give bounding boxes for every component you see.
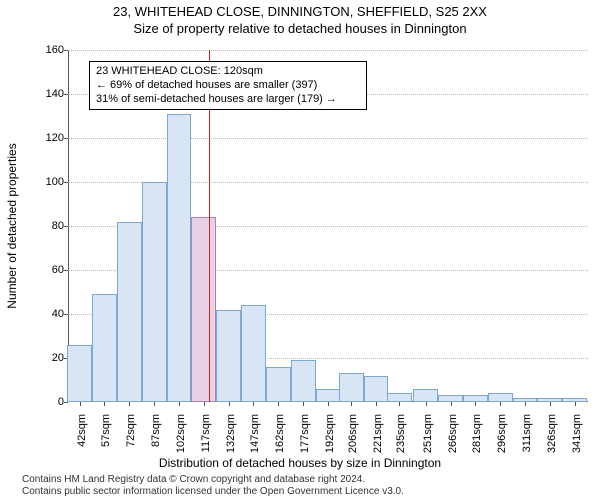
x-tick-mark: [229, 402, 230, 406]
y-tick-label: 160: [24, 44, 64, 56]
y-tick-mark: [64, 402, 68, 403]
title-block: 23, WHITEHEAD CLOSE, DINNINGTON, SHEFFIE…: [0, 4, 600, 36]
x-tick-label: 235sqm: [395, 414, 407, 464]
y-tick-label: 80: [24, 220, 64, 232]
bar: [216, 310, 241, 402]
title-line-2: Size of property relative to detached ho…: [0, 21, 600, 36]
x-tick-mark: [550, 402, 551, 406]
bar: [387, 393, 412, 402]
footer-attribution: Contains HM Land Registry data © Crown c…: [22, 474, 404, 498]
footer-line-2: Contains public sector information licen…: [22, 486, 404, 498]
x-tick-label: 296sqm: [496, 414, 508, 464]
x-tick-mark: [500, 402, 501, 406]
x-tick-label: 192sqm: [324, 414, 336, 464]
x-tick-mark: [525, 402, 526, 406]
y-tick-mark: [64, 314, 68, 315]
x-tick-label: 326sqm: [546, 414, 558, 464]
x-tick-label: 251sqm: [422, 414, 434, 464]
y-tick-label: 20: [24, 352, 64, 364]
x-tick-mark: [328, 402, 329, 406]
y-tick-mark: [64, 94, 68, 95]
x-tick-label: 341sqm: [571, 414, 583, 464]
x-tick-label: 281sqm: [471, 414, 483, 464]
x-tick-label: 117sqm: [200, 414, 212, 464]
annotation-line-1: 23 WHITEHEAD CLOSE: 120sqm: [96, 65, 360, 79]
y-tick-mark: [64, 226, 68, 227]
grid-line: [68, 50, 588, 51]
bar: [291, 360, 316, 402]
y-tick-label: 40: [24, 308, 64, 320]
x-tick-label: 57sqm: [100, 414, 112, 464]
x-tick-label: 42sqm: [76, 414, 88, 464]
bar: [316, 389, 341, 402]
x-tick-label: 266sqm: [447, 414, 459, 464]
bar: [92, 294, 117, 402]
y-tick-label: 60: [24, 264, 64, 276]
x-tick-label: 87sqm: [150, 414, 162, 464]
x-tick-label: 162sqm: [274, 414, 286, 464]
bar: [142, 182, 167, 402]
bar: [364, 376, 389, 402]
bar: [241, 305, 266, 402]
x-tick-mark: [104, 402, 105, 406]
bar: [266, 367, 291, 402]
y-tick-mark: [64, 270, 68, 271]
x-tick-mark: [204, 402, 205, 406]
annotation-box: 23 WHITEHEAD CLOSE: 120sqm ← 69% of deta…: [89, 61, 367, 110]
y-axis-title: Number of detached properties: [5, 143, 19, 308]
bar: [438, 395, 463, 402]
bar: [67, 345, 92, 402]
x-tick-mark: [475, 402, 476, 406]
y-tick-label: 140: [24, 88, 64, 100]
x-tick-label: 102sqm: [175, 414, 187, 464]
x-tick-mark: [351, 402, 352, 406]
y-tick-mark: [64, 138, 68, 139]
annotation-line-2: ← 69% of detached houses are smaller (39…: [96, 79, 360, 93]
y-tick-label: 0: [24, 396, 64, 408]
figure-root: 23, WHITEHEAD CLOSE, DINNINGTON, SHEFFIE…: [0, 0, 600, 500]
x-tick-label: 132sqm: [225, 414, 237, 464]
x-tick-mark: [253, 402, 254, 406]
bar: [413, 389, 438, 402]
x-tick-label: 311sqm: [521, 414, 533, 464]
bar: [339, 373, 364, 402]
y-tick-mark: [64, 182, 68, 183]
bar: [167, 114, 192, 402]
x-tick-mark: [179, 402, 180, 406]
x-tick-mark: [376, 402, 377, 406]
x-tick-mark: [303, 402, 304, 406]
footer-line-1: Contains HM Land Registry data © Crown c…: [22, 474, 404, 486]
x-tick-label: 206sqm: [347, 414, 359, 464]
x-tick-mark: [129, 402, 130, 406]
plot-area: 23 WHITEHEAD CLOSE: 120sqm ← 69% of deta…: [68, 50, 588, 402]
bar-highlight: [191, 217, 216, 402]
grid-line: [68, 138, 588, 139]
y-tick-label: 120: [24, 132, 64, 144]
bar: [117, 222, 142, 402]
x-tick-label: 72sqm: [125, 414, 137, 464]
title-line-1: 23, WHITEHEAD CLOSE, DINNINGTON, SHEFFIE…: [0, 4, 600, 19]
bar: [463, 395, 488, 402]
x-tick-label: 221sqm: [372, 414, 384, 464]
y-tick-mark: [64, 50, 68, 51]
x-tick-mark: [451, 402, 452, 406]
y-tick-label: 100: [24, 176, 64, 188]
annotation-line-3: 31% of semi-detached houses are larger (…: [96, 93, 360, 107]
x-tick-label: 147sqm: [249, 414, 261, 464]
x-tick-mark: [426, 402, 427, 406]
x-tick-mark: [399, 402, 400, 406]
x-tick-label: 177sqm: [299, 414, 311, 464]
x-tick-mark: [575, 402, 576, 406]
x-tick-mark: [154, 402, 155, 406]
x-tick-mark: [80, 402, 81, 406]
x-tick-mark: [278, 402, 279, 406]
bar: [488, 393, 513, 402]
